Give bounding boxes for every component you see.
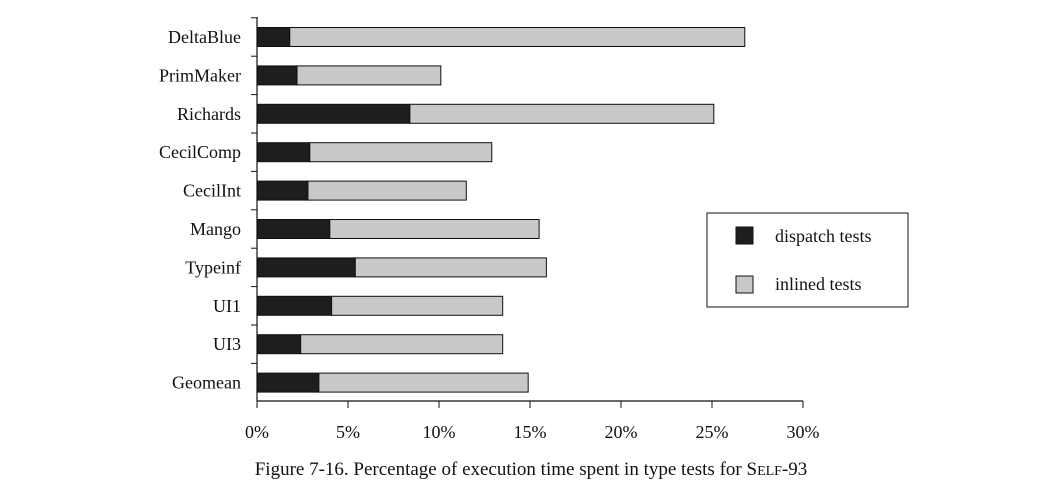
- x-axis-ticks: [256, 401, 804, 408]
- legend-label-inlined-tests: inlined tests: [775, 274, 862, 294]
- bar-cecilint-dispatch-tests: [256, 180, 309, 201]
- bar-mango-dispatch-tests: [256, 219, 331, 239]
- bars-layer: [256, 27, 746, 393]
- bar-geomean-dispatch-tests: [256, 372, 320, 393]
- figure-caption: Figure 7-16. Percentage of execution tim…: [0, 459, 1062, 481]
- bar-richards-dispatch-tests: [256, 103, 411, 124]
- y-axis-tick-labels: DeltaBlue PrimMaker Richards CecilComp Cecil…: [159, 27, 241, 393]
- x-tick-label-10: 10%: [423, 422, 456, 442]
- x-tick-label-30: 30%: [787, 422, 820, 442]
- bar-primmaker-inlined-tests: [296, 65, 442, 86]
- y-tick-label-ui3: UI3: [213, 334, 241, 354]
- x-tick-label-25: 25%: [696, 422, 729, 442]
- bar-typeinf-inlined-tests: [354, 257, 547, 278]
- y-tick-label-geomean: Geomean: [172, 373, 241, 393]
- bar-deltablue-dispatch-tests: [256, 27, 291, 47]
- caption-smallcaps-rest: ELF: [757, 464, 782, 479]
- y-tick-label-deltablue: DeltaBlue: [168, 27, 241, 47]
- bar-chart: DeltaBlue PrimMaker Richards CecilComp Cecil…: [159, 17, 909, 442]
- y-tick-label-primmaker: PrimMaker: [159, 65, 241, 85]
- y-axis-ticks: [251, 17, 257, 364]
- bar-ui1-dispatch-tests: [256, 295, 333, 316]
- legend-swatch-inlined-tests: [735, 275, 754, 294]
- bar-mango-inlined-tests: [329, 219, 540, 239]
- bar-richards-inlined-tests: [409, 103, 715, 124]
- bar-cecilint-inlined-tests: [307, 180, 467, 201]
- bar-primmaker-dispatch-tests: [256, 65, 298, 86]
- caption-smallcaps-initial: S: [746, 459, 758, 480]
- x-tick-label-15: 15%: [514, 422, 547, 442]
- y-tick-label-mango: Mango: [190, 219, 241, 239]
- caption-prefix: Figure 7-16. Percentage of execution tim…: [254, 459, 747, 480]
- caption-suffix: -93: [781, 459, 808, 480]
- y-tick-label-typeinf: Typeinf: [185, 257, 241, 277]
- y-tick-label-cecilcomp: CecilComp: [159, 142, 241, 162]
- x-tick-label-5: 5%: [336, 422, 360, 442]
- bar-ui3-inlined-tests: [300, 334, 504, 355]
- y-tick-label-richards: Richards: [177, 104, 241, 124]
- x-tick-label-0: 0%: [245, 422, 269, 442]
- bar-ui1-inlined-tests: [331, 295, 504, 316]
- bar-cecilcomp-dispatch-tests: [256, 142, 311, 163]
- bar-cecilcomp-inlined-tests: [309, 142, 493, 163]
- legend-label-dispatch-tests: dispatch tests: [775, 226, 872, 246]
- bar-typeinf-dispatch-tests: [256, 257, 356, 278]
- legend-swatch-dispatch-tests: [735, 226, 754, 245]
- y-tick-label-cecilint: CecilInt: [183, 181, 241, 201]
- y-tick-label-ui1: UI1: [213, 296, 241, 316]
- x-axis-tick-labels: 0% 5% 10% 15% 20% 25% 30%: [245, 422, 820, 442]
- bar-geomean-inlined-tests: [318, 372, 529, 393]
- legend: dispatch tests inlined tests: [706, 212, 909, 308]
- bar-ui3-dispatch-tests: [256, 334, 302, 355]
- x-tick-label-20: 20%: [605, 422, 638, 442]
- bar-deltablue-inlined-tests: [289, 27, 746, 47]
